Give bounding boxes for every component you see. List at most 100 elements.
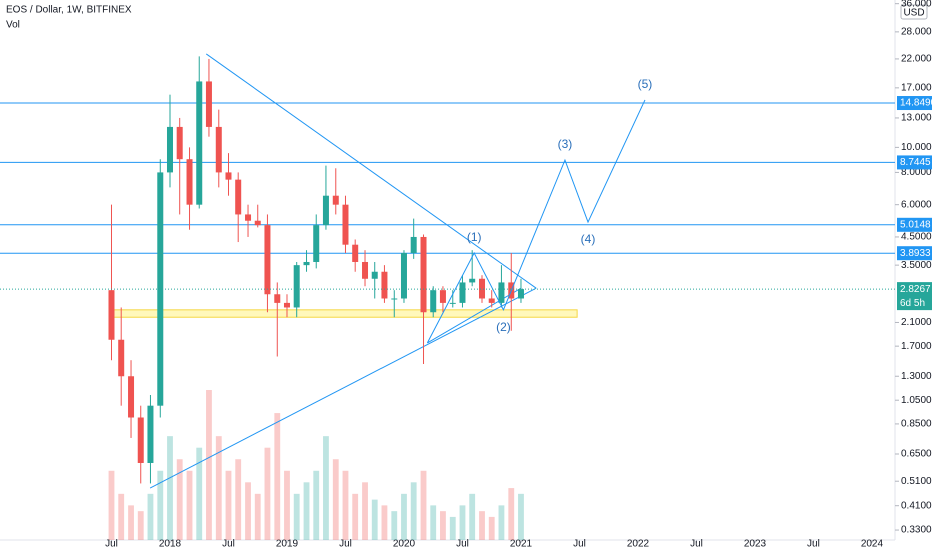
candle-body (391, 298, 398, 300)
volume-bar (371, 499, 378, 540)
candle-body (108, 290, 115, 340)
volume-bar (206, 390, 212, 540)
last-price-label: 2.8267 (900, 284, 931, 295)
candle-body (235, 179, 242, 215)
x-tick-label: Jul (573, 539, 586, 550)
volume-bar (323, 436, 329, 540)
x-tick-label: Jul (456, 539, 469, 550)
wave-label: (1) (467, 230, 482, 244)
candle-body (176, 126, 183, 160)
y-tick-label: 2.1000 (901, 317, 932, 328)
candle-body (362, 261, 369, 279)
volume-bar (332, 459, 339, 540)
last-price-bg (897, 282, 932, 311)
candle-body (215, 126, 222, 173)
volume-bar (381, 505, 388, 540)
volume-bar (391, 511, 398, 540)
volume-bar (215, 436, 222, 540)
candle-body (381, 271, 388, 299)
wave-label: (2) (496, 320, 511, 334)
candle-body (186, 159, 193, 205)
y-tick-label: 28.0000 (901, 27, 932, 38)
volume-label: Vol (6, 20, 20, 31)
candle-body (498, 282, 505, 303)
volume-bar (459, 505, 466, 540)
currency-box[interactable] (900, 4, 928, 20)
y-tick-label: 1.7000 (901, 341, 932, 352)
x-tick-label: Jul (807, 539, 820, 550)
volume-bar (352, 493, 359, 540)
candle-body (342, 204, 349, 245)
y-tick-label: 0.5100 (901, 476, 932, 487)
y-tick-label: 1.0500 (901, 395, 932, 406)
wave-label: (4) (581, 232, 596, 246)
y-tick-label: 8.0000 (901, 167, 932, 178)
candle-body (439, 290, 446, 303)
x-tick-label: Jul (690, 539, 703, 550)
candle-body (449, 302, 456, 304)
x-tick-label: 2023 (744, 539, 767, 550)
volume-bar (245, 482, 251, 540)
volume-bar (498, 505, 505, 540)
volume-bar (176, 459, 183, 540)
candle-body (517, 289, 524, 299)
wave-label: (5) (638, 77, 653, 91)
volume-bar (469, 493, 476, 540)
volume-bar (401, 493, 407, 540)
volume-bar (449, 516, 456, 540)
y-tick-label: 0.6500 (901, 449, 932, 460)
level-label-bg (897, 217, 932, 232)
volume-bar (313, 470, 320, 540)
candle-body (196, 81, 203, 205)
x-tick-label: 2021 (510, 539, 533, 550)
candle-body (157, 172, 164, 406)
candle-body (459, 282, 466, 303)
candle-body (205, 81, 212, 127)
y-tick-label: 0.3300 (901, 525, 932, 536)
wave-label: (3) (558, 137, 573, 151)
y-tick-label: 13.0000 (901, 113, 932, 124)
level-label: 8.7445 (900, 157, 931, 168)
y-tick-label: 36.0000 (901, 0, 932, 9)
volume-bar (254, 493, 261, 540)
volume-bar (430, 505, 437, 540)
volume-bar (235, 459, 242, 540)
trendline (149, 287, 537, 489)
volume-bar (196, 447, 203, 540)
y-tick-label: 10.0000 (901, 142, 932, 153)
volume-bar (167, 436, 173, 540)
candle-body (166, 126, 173, 173)
volume-bar (118, 493, 125, 540)
candle-body (352, 244, 359, 262)
y-tick-label: 17.0000 (901, 82, 932, 93)
volume-bar (293, 493, 300, 540)
volume-bar (518, 493, 524, 540)
volume-bar (440, 511, 446, 540)
x-tick-label: 2020 (393, 539, 416, 550)
candle-body (264, 225, 271, 295)
volume-bar (488, 516, 495, 540)
candle-body (293, 265, 300, 308)
candle-body (420, 236, 427, 313)
volume-bar (225, 470, 232, 540)
volume-bar (420, 470, 427, 540)
x-tick-label: 2018 (159, 539, 182, 550)
volume-bar (128, 505, 134, 540)
countdown: 6d 5h (900, 298, 925, 309)
currency[interactable]: USD (903, 8, 924, 19)
y-tick-label: 1.3000 (901, 371, 932, 382)
candle-body (225, 172, 232, 180)
level-label: 14.8490 (900, 98, 932, 109)
volume-bar (342, 470, 349, 540)
x-tick-label: 2024 (861, 539, 884, 550)
level-label-bg (897, 246, 932, 261)
wave-path (426, 99, 646, 344)
candle-body (254, 220, 261, 226)
volume-bar (157, 470, 164, 540)
x-tick-label: 2019 (276, 539, 299, 550)
x-tick-label: Jul (105, 539, 118, 550)
candle-body (118, 339, 125, 377)
candle-body (332, 195, 339, 205)
x-tick-label: Jul (222, 539, 235, 550)
y-tick-label: 22.0000 (901, 54, 932, 65)
